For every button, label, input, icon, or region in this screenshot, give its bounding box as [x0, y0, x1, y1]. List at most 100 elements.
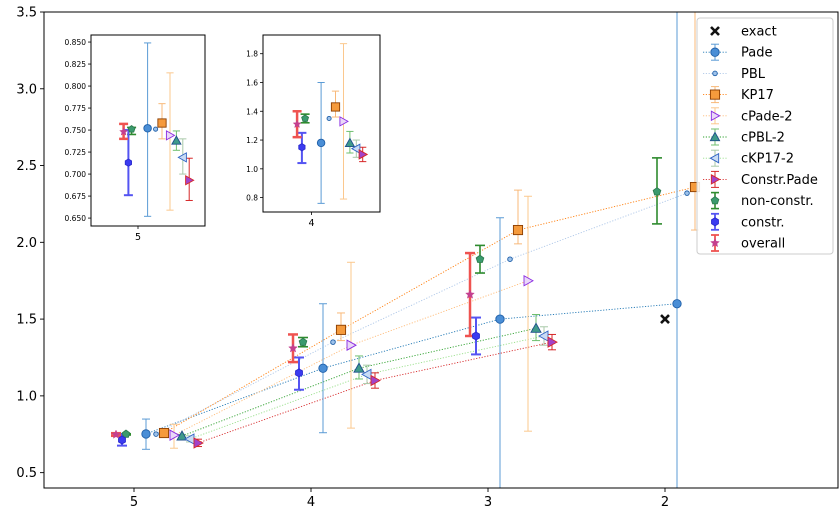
legend-marker-kp17	[709, 89, 721, 100]
inset-data-point-constr-pade	[358, 149, 369, 160]
data-point-ckp17-2	[538, 330, 549, 342]
y-tick-label: 2.5	[16, 159, 37, 174]
inset-data-point-cpade-2	[339, 116, 349, 127]
data-point-non-constr	[298, 337, 308, 346]
inset-data-point-ckp17-2	[177, 152, 187, 163]
data-point-constr-pade	[193, 437, 204, 449]
data-point-ckp17-2	[361, 368, 372, 381]
data-point-constr-pade	[547, 336, 558, 348]
inset-y-tick-label: 1.8	[246, 50, 258, 59]
inset-y-tick-label: 0.725	[65, 148, 87, 157]
data-point-constr-pade	[370, 374, 381, 387]
inset-data-point-ckp17-2	[350, 143, 361, 154]
data-point-pbl	[684, 190, 690, 196]
y-tick-label: 3.0	[16, 82, 37, 97]
data-point-cpbl-2	[353, 362, 365, 373]
y-tick-label: 1.5	[16, 313, 37, 328]
inset-frame	[90, 34, 206, 227]
legend: exact Pade PBL KP17 cPade-2 cPBL-2 cKP17-2 Cons…	[696, 17, 834, 255]
data-point-exact	[660, 314, 670, 325]
legend-marker-exact	[710, 26, 720, 36]
main-plot-area	[111, 12, 701, 488]
inset-data-point-non-constr	[301, 114, 310, 122]
data-point-pbl	[153, 431, 159, 437]
legend-label-cpade-2: cPade-2	[741, 109, 793, 124]
data-point-pbl	[330, 339, 336, 345]
legend-marker-cpade-2	[710, 110, 721, 122]
inset-data-point-pade	[316, 138, 326, 148]
legend-label-pbl: PBL	[741, 67, 766, 82]
inset-y-tick-label: 0.750	[65, 126, 87, 135]
data-point-constr	[295, 368, 303, 378]
data-point-pade	[141, 429, 151, 439]
inset-x-tick-label: 4	[308, 218, 314, 229]
data-point-cpbl-2	[530, 322, 542, 333]
legend-marker-pade	[710, 47, 720, 57]
inset-2: 0.8 1.0 1.2 1.4 1.6 1.8 4	[246, 34, 381, 229]
inset-data-point-kp17	[330, 102, 341, 112]
inset-y-tick-label: 1.0	[246, 165, 258, 174]
inset-y-tick-label: 0.8	[246, 194, 258, 203]
data-point-kp17	[335, 324, 347, 335]
legend-marker-cpbl-2	[709, 131, 721, 142]
legend-label-ckp17-2: cKP17-2	[741, 152, 794, 167]
data-point-pade	[318, 363, 328, 373]
data-point-cpade-2	[169, 429, 180, 441]
x-tick-label: 5	[130, 495, 138, 510]
legend-label-exact: exact	[741, 25, 777, 40]
inset-y-tick-label: 0.700	[65, 170, 87, 179]
data-point-pbl	[507, 256, 513, 262]
x-tick-label: 3	[484, 495, 492, 510]
inset-data-point-pbl	[153, 126, 159, 132]
inset-y-tick-label: 0.675	[65, 192, 87, 201]
inset-y-tick-label: 0.650	[65, 214, 87, 223]
inset-y-tick-label: 0.800	[65, 82, 87, 91]
main-axes-frame	[43, 11, 839, 489]
inset-y-tick-label: 0.825	[65, 60, 87, 69]
legend-marker-constr-pade	[710, 174, 721, 185]
inset-data-point-non-constr	[127, 125, 136, 133]
data-point-cpade-2	[523, 274, 534, 287]
legend-marker-constr	[711, 217, 719, 227]
legend-label-cpbl-2: cPBL-2	[741, 131, 785, 146]
inset-y-tick-label: 1.2	[246, 136, 258, 145]
inset-y-tick-label: 0.850	[65, 38, 87, 47]
legend-box	[696, 17, 834, 255]
data-point-kp17	[158, 427, 170, 439]
data-point-overall	[465, 289, 475, 299]
series-line-kp17	[163, 186, 696, 434]
data-point-non-constr	[475, 254, 485, 263]
inset-data-point-overall	[292, 119, 302, 129]
inset-data-point-overall	[119, 127, 129, 136]
series-line-ckp17-2	[189, 335, 545, 440]
inset-data-point-pade	[143, 124, 152, 133]
legend-label-constr: constr.	[741, 215, 785, 230]
series-line-pade	[145, 303, 678, 435]
legend-label-non-constr: non-constr.	[741, 194, 814, 209]
y-tick-label: 2.0	[16, 236, 37, 251]
legend-label-constr-pade: Constr.Pade	[741, 173, 818, 188]
data-point-cpade-2	[346, 339, 357, 351]
data-point-non-constr	[121, 429, 131, 438]
inset-data-point-constr	[298, 143, 306, 152]
data-point-constr	[472, 331, 480, 341]
inset-y-tick-label: 1.4	[246, 107, 258, 116]
inset-data-point-cpbl-2	[171, 135, 182, 145]
x-tick-label: 4	[307, 495, 315, 510]
x-tick-label: 2	[661, 495, 669, 510]
legend-label-kp17: KP17	[741, 88, 774, 103]
inset-x-tick-label: 5	[135, 232, 141, 243]
series-line-constr-pade	[197, 341, 553, 444]
inset-data-point-cpbl-2	[344, 137, 356, 147]
y-tick-label: 1.0	[16, 389, 37, 404]
legend-label-pade: Pade	[741, 46, 772, 61]
legend-marker-overall	[710, 237, 720, 248]
data-point-overall	[111, 429, 121, 439]
inset-data-point-constr-pade	[185, 174, 195, 186]
data-point-pade	[495, 314, 505, 324]
legend-marker-pbl	[712, 70, 718, 77]
inset-data-point-kp17	[157, 118, 167, 128]
data-point-kp17	[512, 224, 524, 236]
